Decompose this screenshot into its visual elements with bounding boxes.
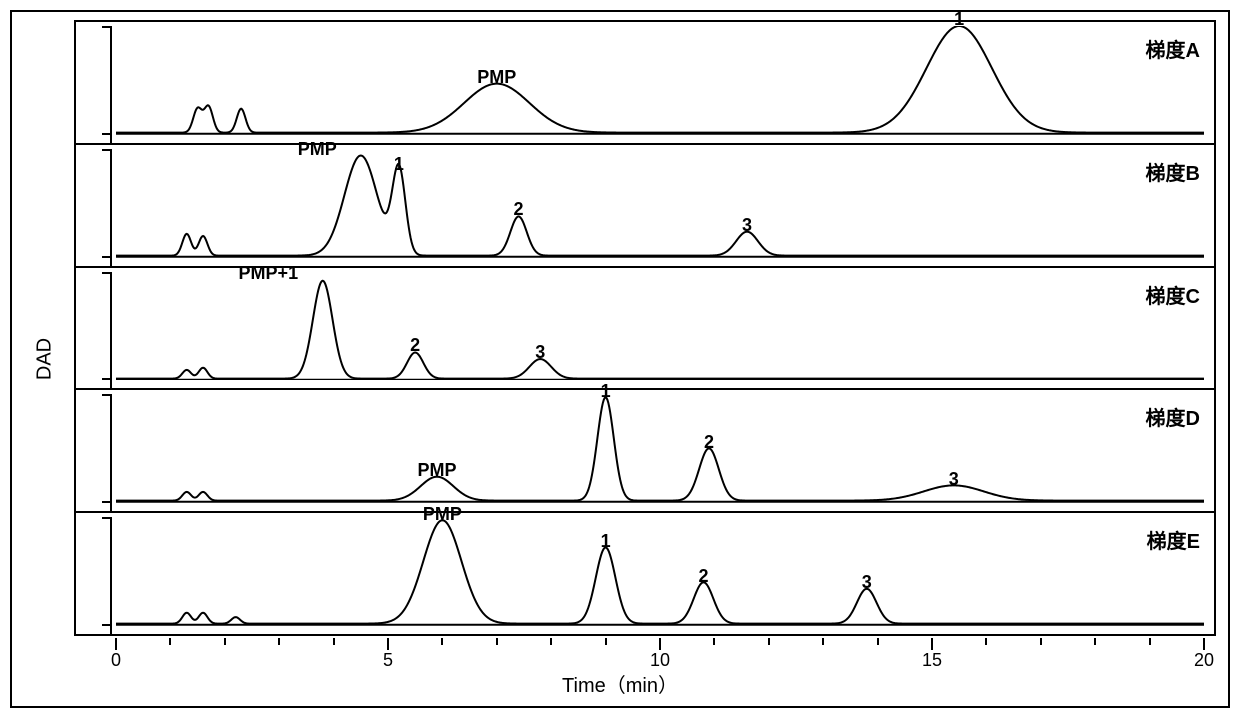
plot-area: PMP1梯度APMP123梯度BPMP+123梯度CPMP123梯度DPMP12… <box>74 20 1216 636</box>
x-tick-label: 0 <box>111 650 121 671</box>
x-axis-ticks: 05101520 <box>74 638 1216 650</box>
peak-label: 3 <box>535 342 545 363</box>
peak-label: 2 <box>699 566 709 587</box>
x-tick <box>768 638 770 645</box>
panel-title: 梯度C <box>1146 280 1200 309</box>
figure-container: DAD PMP1梯度APMP123梯度BPMP+123梯度CPMP123梯度DP… <box>10 10 1230 708</box>
panel-title: 梯度E <box>1147 525 1200 554</box>
peak-label: 1 <box>601 381 611 402</box>
x-tick <box>713 638 715 645</box>
peak-label: PMP <box>417 460 456 481</box>
x-tick-label: 20 <box>1194 650 1214 671</box>
peak-label: 2 <box>704 432 714 453</box>
x-tick <box>115 638 117 650</box>
x-tick <box>278 638 280 645</box>
peak-label: PMP <box>298 139 337 160</box>
peak-label: 2 <box>514 199 524 220</box>
x-tick <box>1094 638 1096 645</box>
panel-E: PMP123梯度E <box>76 513 1214 634</box>
x-tick <box>659 638 661 650</box>
panel-A: PMP1梯度A <box>76 22 1214 145</box>
peak-label: 1 <box>601 531 611 552</box>
x-tick-label: 5 <box>383 650 393 671</box>
peak-label: 2 <box>410 335 420 356</box>
x-tick <box>441 638 443 645</box>
x-tick <box>1149 638 1151 645</box>
peak-label: 1 <box>394 154 404 175</box>
x-tick <box>333 638 335 645</box>
x-tick <box>1040 638 1042 645</box>
panel-D: PMP123梯度D <box>76 390 1214 513</box>
x-tick <box>1203 638 1205 650</box>
panel-title: 梯度A <box>1146 34 1200 63</box>
x-tick-label: 15 <box>922 650 942 671</box>
y-axis-title: DAD <box>34 338 57 380</box>
x-axis-title: Time（min） <box>562 669 678 698</box>
x-tick-label: 10 <box>650 650 670 671</box>
x-tick <box>985 638 987 645</box>
peak-label: 3 <box>949 469 959 490</box>
peak-label: 3 <box>862 572 872 593</box>
x-tick <box>605 638 607 645</box>
panel-B: PMP123梯度B <box>76 145 1214 268</box>
x-tick <box>877 638 879 645</box>
peak-label: 3 <box>742 215 752 236</box>
peak-label: PMP <box>477 67 516 88</box>
x-tick <box>550 638 552 645</box>
panel-title: 梯度D <box>1146 402 1200 431</box>
x-tick <box>931 638 933 650</box>
panel-C: PMP+123梯度C <box>76 268 1214 391</box>
peak-label: PMP+1 <box>239 263 299 284</box>
x-tick <box>224 638 226 645</box>
panel-title: 梯度B <box>1146 157 1200 186</box>
peak-label: PMP <box>423 504 462 525</box>
x-tick <box>169 638 171 645</box>
x-tick <box>822 638 824 645</box>
x-tick <box>496 638 498 645</box>
peak-label: 1 <box>954 9 964 30</box>
x-tick <box>387 638 389 650</box>
